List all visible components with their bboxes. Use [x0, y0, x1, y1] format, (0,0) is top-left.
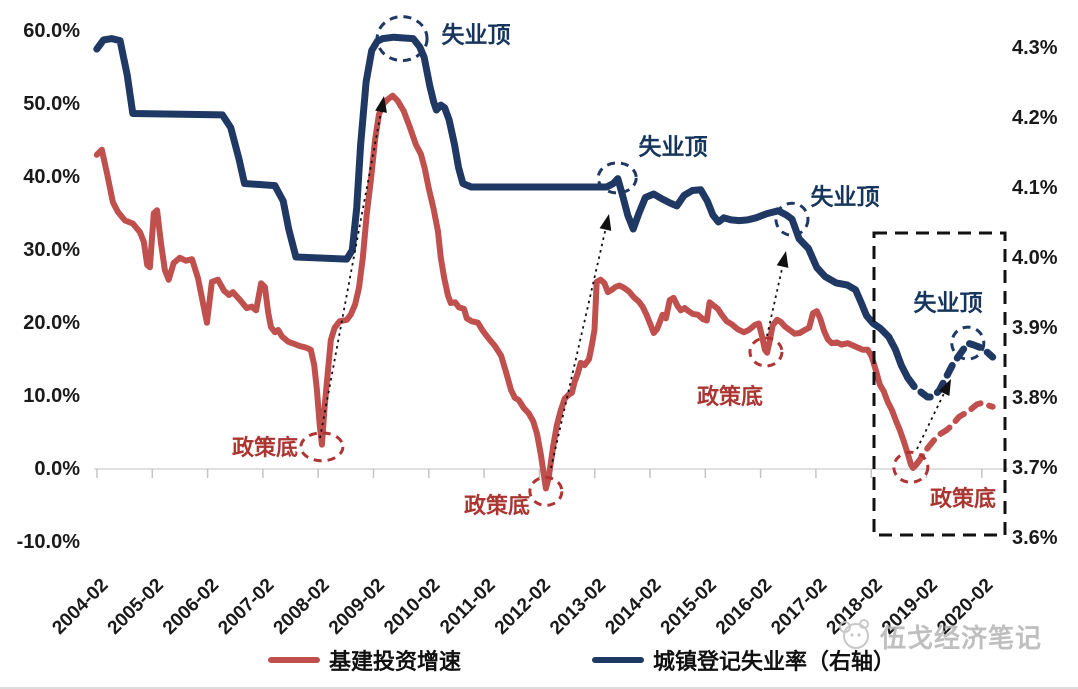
annotation-arrow-head — [776, 251, 789, 268]
y-right-tick-label: 4.0% — [1012, 247, 1058, 269]
y-right-tick-label: 3.9% — [1012, 317, 1058, 339]
x-tick-label: 2012-02 — [491, 575, 555, 639]
unemployment-peak-circle — [950, 325, 986, 361]
y-left-tick-label: 40.0% — [23, 166, 80, 188]
x-tick-label: 2013-02 — [546, 575, 610, 639]
x-tick-label: 2006-02 — [159, 575, 223, 639]
policy-bottom-circle — [528, 475, 564, 507]
x-tick-label: 2011-02 — [436, 575, 499, 638]
policy-bottom-label: 政策底 — [930, 486, 996, 511]
doodle-logo-icon — [832, 614, 876, 659]
y-left-tick-label: 0.0% — [34, 458, 80, 480]
x-tick-label: 2009-02 — [325, 575, 389, 639]
y-right-tick-label: 3.7% — [1012, 457, 1058, 479]
x-tick-label: 2007-02 — [214, 575, 278, 639]
x-tick-label: 2010-02 — [380, 575, 444, 639]
legend-item-infra: 基建投资增速 — [268, 644, 461, 676]
x-tick-label: 2004-02 — [48, 575, 112, 639]
unemployment-line-solid — [93, 33, 918, 390]
unemployment-peak-label: 失业顶 — [914, 289, 983, 315]
legend-label-infra: 基建投资增速 — [329, 649, 462, 674]
annotation-arrow-head — [938, 379, 951, 397]
x-tick-label: 2015-02 — [657, 575, 721, 639]
annotation-arrow-line — [916, 390, 947, 450]
y-left-tick-label: 50.0% — [23, 93, 80, 115]
policy-bottom-label: 政策底 — [697, 384, 763, 409]
infra-line-dashed — [912, 400, 996, 469]
unemployment-peak-label: 失业顶 — [442, 21, 511, 47]
policy-bottom-label: 政策底 — [464, 493, 530, 518]
legend-label-unemployment: 城镇登记失业率（右轴） — [653, 649, 896, 674]
x-tick-label: 2017-02 — [767, 575, 831, 639]
unemployment-peak-label: 失业顶 — [639, 133, 708, 159]
unemployment-peak-label: 失业顶 — [811, 183, 880, 209]
x-tick-label: 2005-02 — [104, 575, 168, 639]
annotation-arrow-line — [550, 226, 607, 469]
bottom-divider — [0, 687, 1078, 689]
unemployment-line-swatch — [592, 657, 644, 663]
unemployment-peak-circle — [596, 161, 638, 195]
y-right-tick-label: 3.8% — [1012, 387, 1058, 409]
x-tick-label: 2014-02 — [601, 575, 665, 639]
policy-bottom-circle — [299, 431, 345, 463]
y-left-tick-label: 20.0% — [23, 312, 80, 334]
x-tick-label: 2008-02 — [270, 575, 334, 639]
y-left-tick-label: -10.0% — [17, 531, 81, 553]
watermark: 伍戈经济笔记 — [832, 614, 1042, 659]
unemployment-line-dashed — [904, 339, 997, 401]
legend: 基建投资增速 城镇登记失业率（右轴） — [0, 644, 1078, 678]
policy-bottom-label: 政策底 — [232, 435, 298, 460]
infra-line-solid — [93, 92, 923, 492]
policy-bottom-circle — [892, 450, 930, 484]
annotation-arrow-head — [375, 96, 387, 113]
y-left-tick-label: 60.0% — [23, 20, 80, 42]
y-right-tick-label: 4.1% — [1012, 177, 1058, 199]
y-right-tick-label: 3.6% — [1012, 527, 1058, 549]
highlight-box — [872, 231, 1007, 537]
x-tick-label: 2016-02 — [712, 575, 776, 639]
y-left-tick-label: 10.0% — [23, 385, 80, 407]
y-left-tick-label: 30.0% — [23, 239, 80, 261]
annotation-arrow-head — [599, 214, 612, 231]
policy-bottom-circle — [748, 336, 784, 368]
y-right-tick-label: 4.2% — [1012, 107, 1058, 129]
y-right-tick-label: 4.3% — [1012, 37, 1058, 59]
watermark-text: 伍戈经济笔记 — [880, 623, 1043, 653]
unemployment-peak-circle — [375, 15, 429, 63]
legend-item-unemployment: 城镇登记失业率（右轴） — [592, 644, 895, 676]
infra-line-swatch — [268, 657, 320, 663]
unemployment-peak-circle — [774, 201, 810, 237]
